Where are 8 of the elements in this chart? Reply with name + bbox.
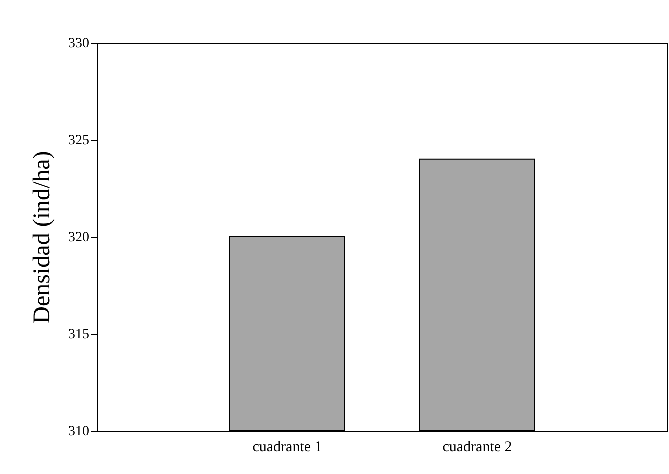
y-tick-label: 315 <box>68 328 90 342</box>
y-tick-label: 310 <box>68 424 90 440</box>
y-tick-label: 320 <box>68 230 90 246</box>
y-tick-label: 325 <box>68 134 90 148</box>
y-tick-label: 330 <box>68 36 90 52</box>
y-axis-title: Densidad (ind/ha) <box>30 151 56 324</box>
x-tick-label: cuadrante 1 <box>252 440 322 456</box>
x-tick-label: cuadrante 2 <box>442 440 512 456</box>
